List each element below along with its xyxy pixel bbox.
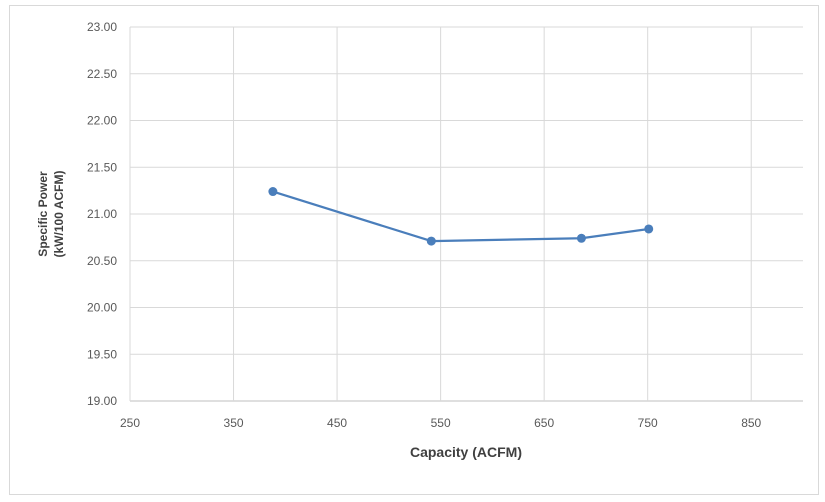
y-axis-title-line-2: (kW/100 ACFM) (52, 171, 66, 258)
y-tick-label: 21.50 (87, 160, 117, 174)
series-line (272, 190, 649, 243)
x-tick-label: 350 (224, 416, 244, 430)
data-point (268, 187, 278, 197)
chart-frame (9, 5, 819, 495)
y-tick-label: 22.00 (87, 114, 117, 128)
x-tick-label: 650 (534, 416, 554, 430)
y-tick-label: 19.50 (87, 347, 117, 361)
x-axis-tick-labels: 250 350 450 550 650 750 850 (120, 416, 762, 430)
y-axis-title-line-1: Specific Power (36, 171, 50, 257)
x-tick-label: 850 (741, 416, 761, 430)
y-tick-label: 20.00 (87, 301, 117, 315)
y-tick-label: 20.50 (87, 254, 117, 268)
series-layer (268, 187, 654, 246)
y-tick-label: 22.50 (87, 67, 117, 81)
data-point (576, 233, 586, 243)
gridlines (129, 26, 803, 402)
y-axis-tick-labels: 19.00 19.50 20.00 20.50 21.00 21.50 22.00 22.50… (87, 20, 117, 408)
x-tick-label: 450 (327, 416, 347, 430)
data-point (644, 224, 654, 234)
y-tick-label: 23.00 (87, 20, 117, 34)
x-tick-label: 750 (638, 416, 658, 430)
y-tick-label: 21.00 (87, 207, 117, 221)
x-tick-label: 250 (120, 416, 140, 430)
x-tick-label: 550 (431, 416, 451, 430)
y-tick-label: 19.00 (87, 394, 117, 408)
x-axis-title: Capacity (ACFM) (410, 444, 522, 460)
y-axis-title-group: Specific Power (kW/100 ACFM) (36, 171, 66, 258)
data-point (426, 236, 436, 246)
